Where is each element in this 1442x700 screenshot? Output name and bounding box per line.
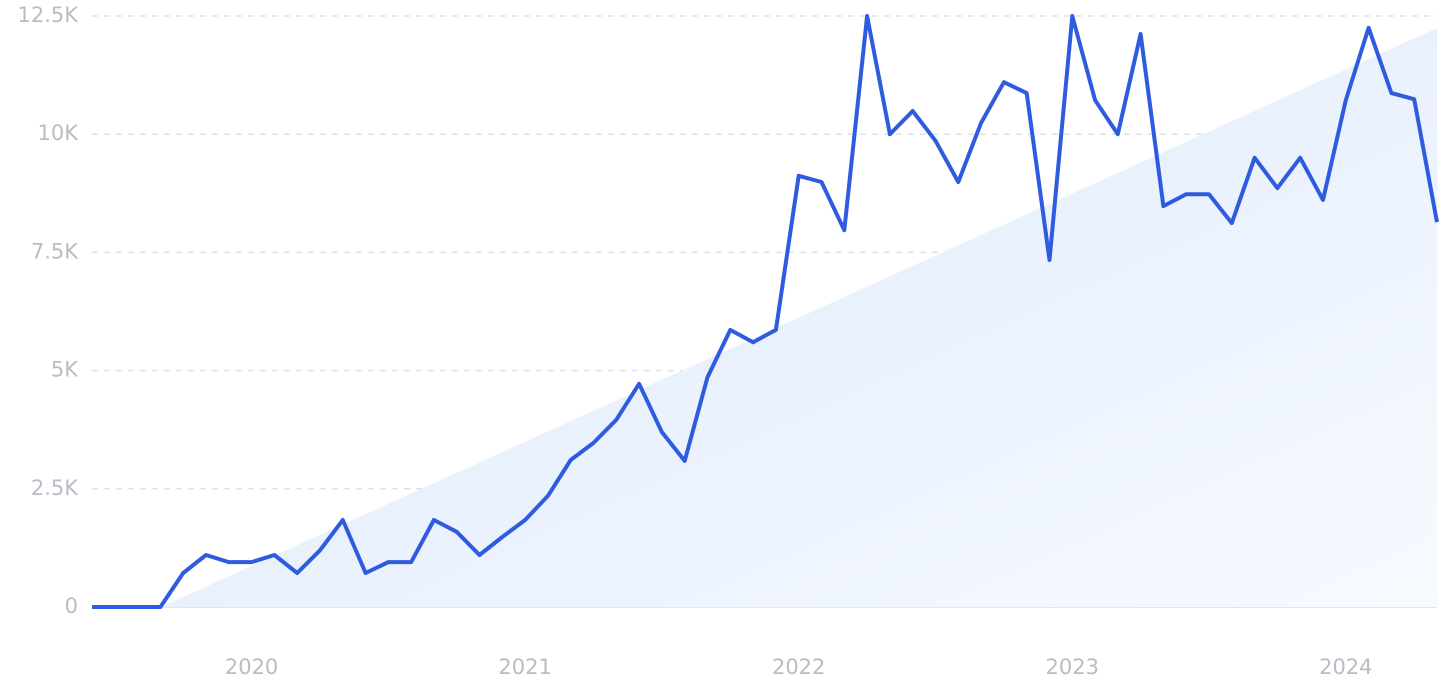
y-tick-label: 5K xyxy=(51,358,79,382)
y-tick-label: 10K xyxy=(38,121,80,145)
trend-area xyxy=(161,28,1437,607)
y-tick-label: 12.5K xyxy=(17,3,79,27)
x-tick-label: 2021 xyxy=(498,655,551,679)
x-tick-label: 2024 xyxy=(1319,655,1372,679)
x-tick-label: 2022 xyxy=(772,655,825,679)
x-tick-label: 2020 xyxy=(225,655,278,679)
y-tick-label: 7.5K xyxy=(31,239,79,263)
y-tick-label: 0 xyxy=(65,594,78,618)
data-line xyxy=(92,14,1439,609)
x-tick-label: 2023 xyxy=(1046,655,1099,679)
y-tick-label: 2.5K xyxy=(31,476,79,500)
